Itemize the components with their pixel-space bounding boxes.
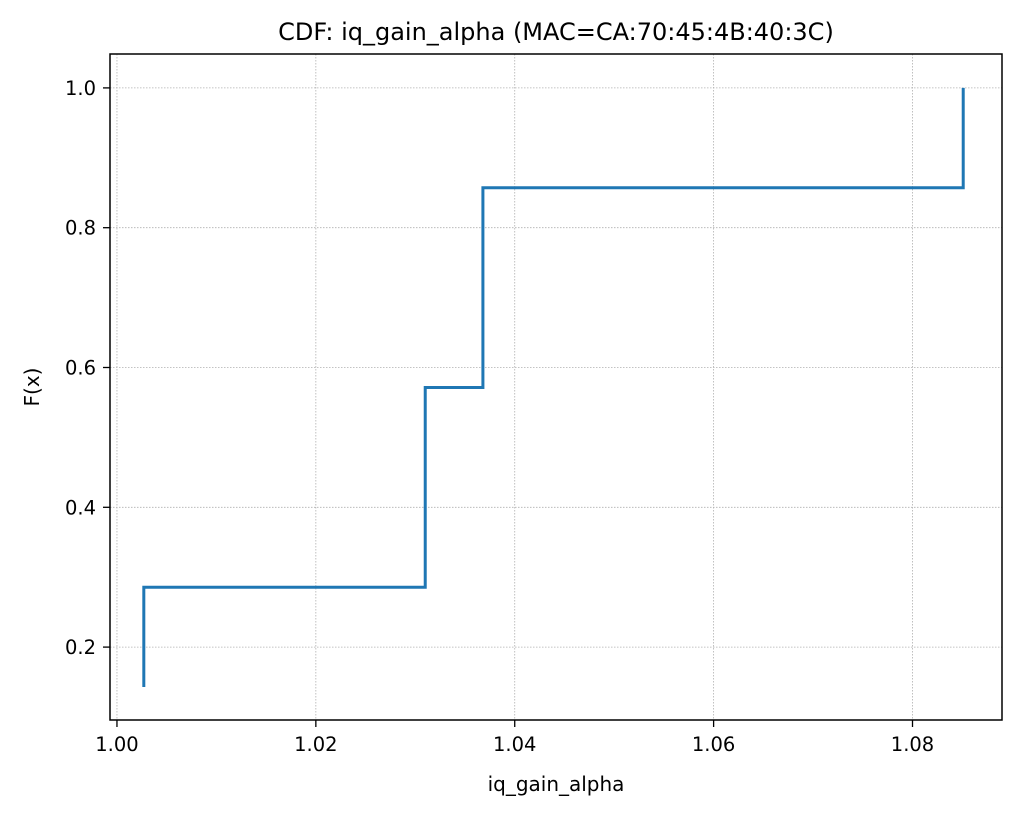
y-tick-label: 0.4 xyxy=(65,496,96,519)
y-axis-label: F(x) xyxy=(20,368,44,407)
x-tick-label: 1.08 xyxy=(891,733,934,756)
axis-ticks: 1.00 1.02 1.04 1.06 1.08 0.2 0.4 0.6 0.8 1.0 xyxy=(65,77,934,756)
y-tick-label: 0.2 xyxy=(65,636,96,659)
y-tick-label: 0.6 xyxy=(65,356,96,379)
plot-area-frame xyxy=(109,53,1003,721)
x-tick-label: 1.02 xyxy=(294,733,337,756)
grid-lines xyxy=(110,54,1002,720)
cdf-step-line xyxy=(142,87,965,688)
x-tick-label: 1.06 xyxy=(692,733,735,756)
series-layer xyxy=(142,87,965,688)
x-tick-label: 1.00 xyxy=(95,733,138,756)
x-tick-label: 1.04 xyxy=(493,733,536,756)
chart-title: CDF: iq_gain_alpha (MAC=CA:70:45:4B:40:3… xyxy=(278,18,834,46)
y-tick-label: 1.0 xyxy=(65,77,96,100)
x-axis-label: iq_gain_alpha xyxy=(488,772,625,796)
y-tick-label: 0.8 xyxy=(65,217,96,240)
